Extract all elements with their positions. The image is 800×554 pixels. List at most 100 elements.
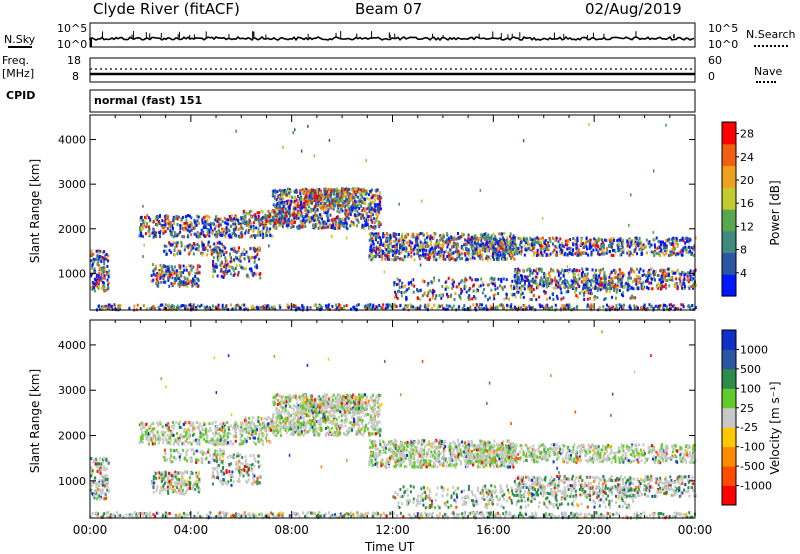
echo-cell xyxy=(483,233,486,236)
echo-cell xyxy=(258,248,261,252)
echo-cell xyxy=(456,253,459,257)
echo-cell xyxy=(583,276,586,280)
echo-cell xyxy=(547,278,549,282)
echo-cell xyxy=(617,278,620,282)
echo-cell xyxy=(471,252,474,256)
echo-cell xyxy=(474,297,477,301)
echo-cell xyxy=(194,280,196,284)
echo-cell xyxy=(304,225,307,228)
echo-cell xyxy=(316,194,319,198)
echo-cell xyxy=(396,256,399,260)
echo-cell xyxy=(319,202,322,205)
echo-cell xyxy=(219,233,222,237)
echo-cell xyxy=(206,231,209,234)
echo-cell xyxy=(660,243,662,247)
echo-cell xyxy=(469,242,472,246)
echo-cell xyxy=(541,278,544,282)
echo-cell xyxy=(559,287,562,291)
echo-cell xyxy=(500,278,503,282)
echo-cell xyxy=(339,203,342,207)
echo-cell xyxy=(669,250,672,254)
echo-cell xyxy=(232,246,235,250)
echo-cell xyxy=(379,204,382,207)
echo-cell xyxy=(602,246,605,250)
echo-cell xyxy=(341,201,344,205)
echo-cell xyxy=(682,303,684,307)
echo-cell xyxy=(520,274,523,278)
echo-cell xyxy=(461,256,464,260)
echo-cell xyxy=(560,250,563,254)
echo-cell xyxy=(493,278,496,282)
echo-cell xyxy=(245,221,247,225)
echo-cell xyxy=(565,290,568,294)
echo-cell xyxy=(494,247,497,251)
echo-cell xyxy=(298,206,301,210)
echo-cell xyxy=(669,307,672,311)
echo-cell xyxy=(303,187,306,191)
echo-cell xyxy=(667,253,670,257)
echo-cell xyxy=(214,269,216,273)
echo-cell xyxy=(368,197,371,201)
echo-cell xyxy=(515,276,518,280)
echo-cell xyxy=(555,283,557,287)
echo-cell xyxy=(198,221,201,225)
echo-cell xyxy=(567,270,570,274)
echo-cell xyxy=(263,306,266,310)
echo-cell xyxy=(185,219,188,223)
echo-cell xyxy=(423,280,426,284)
echo-cell xyxy=(405,247,408,251)
echo-cell xyxy=(509,256,512,260)
echo-cell xyxy=(438,256,441,260)
echo-cell xyxy=(622,306,625,310)
echo-cell xyxy=(246,254,249,258)
echo-cell xyxy=(543,272,546,276)
echo-cell xyxy=(547,306,549,310)
echo-cell xyxy=(275,221,278,225)
echo-cell xyxy=(282,205,285,209)
echo-cell xyxy=(591,286,594,290)
echo-cell xyxy=(509,239,512,243)
echo-cell xyxy=(173,265,176,269)
echo-cell xyxy=(521,284,523,288)
echo-cell xyxy=(487,249,489,253)
echo-cell xyxy=(659,274,662,278)
echo-cell xyxy=(621,246,624,250)
echo-cell xyxy=(590,253,593,257)
echo-cell xyxy=(477,288,479,292)
nsearch-line-key xyxy=(754,45,788,47)
echo-cell xyxy=(458,282,461,286)
echo-cell xyxy=(188,243,191,247)
echo-cell xyxy=(492,255,494,259)
echo-cell xyxy=(101,268,104,272)
echo-cell xyxy=(175,242,178,245)
echo-cell xyxy=(514,268,517,271)
echo-cell xyxy=(403,237,406,241)
echo-cell xyxy=(597,239,600,243)
echo-cell xyxy=(510,284,513,288)
echo-cell xyxy=(196,247,199,250)
echo-cell xyxy=(213,242,216,246)
echo-cell xyxy=(523,253,526,257)
echo-cell xyxy=(505,296,508,300)
echo-cell xyxy=(308,205,311,209)
echo-cell xyxy=(501,287,504,291)
echo-cell xyxy=(473,241,476,245)
echo-cell xyxy=(443,234,445,238)
echo-cell xyxy=(192,277,194,281)
echo-cell xyxy=(93,257,96,261)
echo-cell xyxy=(649,273,652,277)
echo-cell xyxy=(347,193,350,197)
echo-cell xyxy=(619,271,622,275)
echo-cell xyxy=(331,207,334,211)
echo-cell xyxy=(235,225,237,229)
echo-cell xyxy=(610,237,612,241)
echo-cell xyxy=(176,241,179,245)
echo-cell xyxy=(497,253,499,257)
echo-cell xyxy=(156,218,159,222)
echo-cell xyxy=(379,221,382,225)
echo-cell xyxy=(103,262,106,266)
echo-cell xyxy=(295,215,298,219)
echo-cell xyxy=(628,245,631,249)
echo-cell xyxy=(497,258,500,262)
echo-cell xyxy=(401,281,404,285)
